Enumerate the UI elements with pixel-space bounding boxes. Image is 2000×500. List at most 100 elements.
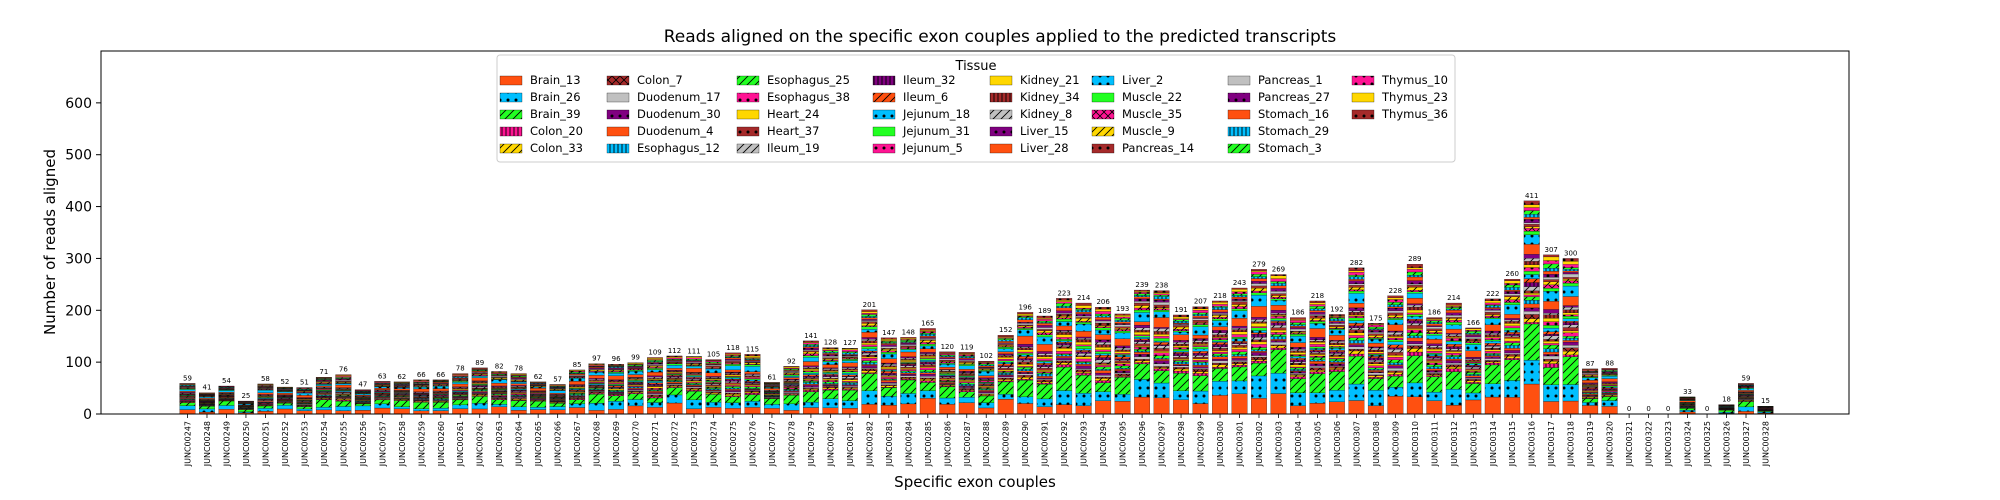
bar-segment: [199, 396, 215, 399]
bar-segment: [1543, 281, 1560, 285]
bar-segment: [1075, 323, 1092, 332]
bar-segment: [1484, 347, 1501, 350]
total-label: 206: [1096, 298, 1110, 306]
bar-segment: [588, 375, 605, 379]
bar-segment: [939, 353, 956, 355]
bar-segment: [880, 366, 897, 370]
bar-segment: [1406, 337, 1423, 342]
bar-stack: [880, 337, 897, 415]
legend-item: Kidney_8: [989, 107, 1072, 121]
bar-segment: [1153, 301, 1170, 306]
bar-segment: [861, 367, 878, 369]
x-tick-label: JUNC00257: [378, 421, 387, 467]
bar-segment: [1270, 275, 1287, 279]
bar-segment: [1134, 289, 1151, 292]
bar-segment: [1231, 363, 1248, 366]
bar-stack: [569, 369, 586, 415]
bar-segment: [510, 381, 527, 384]
bar-stack: [1231, 287, 1248, 415]
bar-segment: [1212, 304, 1228, 307]
bar-segment: [1114, 373, 1131, 376]
bar-segment: [1192, 312, 1209, 315]
bar-segment: [1757, 411, 1774, 414]
bar-segment: [1504, 296, 1521, 300]
bar-segment: [1251, 349, 1267, 352]
bar-segment: [1582, 396, 1599, 398]
bar-stack: [276, 386, 293, 415]
bar-segment: [880, 350, 897, 353]
bar-segment: [1036, 373, 1053, 377]
bar-segment: [1309, 353, 1326, 355]
bar-segment: [1543, 314, 1560, 319]
bar-segment: [725, 390, 741, 392]
bar-segment: [1251, 362, 1267, 377]
bar-stack: [1075, 302, 1092, 415]
bar-segment: [569, 370, 586, 373]
bar-segment: [1406, 319, 1423, 321]
bar-segment: [1075, 371, 1092, 374]
bar-stack: [1601, 368, 1618, 415]
bar-segment: [939, 384, 956, 387]
bar-segment: [1114, 323, 1131, 325]
bar-segment: [588, 378, 605, 380]
bar-stack: [179, 383, 196, 415]
bar-segment: [822, 383, 839, 385]
bar-segment: [744, 371, 761, 374]
bar-segment: [1114, 377, 1131, 395]
bar-segment: [822, 398, 839, 408]
bars-layer: [179, 200, 1774, 415]
bar-segment: [1465, 365, 1482, 368]
bar-segment: [1192, 308, 1209, 311]
bar-segment: [1328, 351, 1345, 354]
bar-segment: [1484, 364, 1501, 384]
bar-segment: [1212, 351, 1228, 354]
bar-segment: [1504, 332, 1521, 335]
bar-segment: [841, 390, 858, 401]
bar-segment: [900, 359, 917, 361]
legend-label: Duodenum_17: [637, 90, 721, 104]
bar-segment: [452, 389, 469, 391]
bar-segment: [1251, 360, 1267, 364]
bar-segment: [705, 364, 722, 366]
bar-segment: [569, 371, 586, 374]
bar-segment: [919, 398, 936, 415]
bar-segment: [1484, 355, 1501, 357]
bar-segment: [1251, 290, 1267, 293]
bar-segment: [802, 347, 819, 351]
bar-segment: [861, 325, 878, 327]
bar-segment: [1075, 362, 1092, 365]
bar-stack: [1582, 368, 1599, 415]
bar-segment: [900, 365, 917, 368]
total-label: 78: [514, 365, 523, 373]
bar-segment: [276, 408, 293, 415]
bar-segment: [978, 365, 995, 368]
bar-segment: [802, 383, 819, 386]
bar-segment: [549, 403, 566, 407]
bar-segment: [1426, 370, 1443, 373]
bar-segment: [1523, 254, 1540, 259]
bar-segment: [491, 377, 508, 379]
bar-segment: [1095, 307, 1112, 310]
bar-segment: [1290, 325, 1306, 328]
bar-stack: [1484, 298, 1501, 415]
bar-segment: [744, 374, 761, 376]
x-tick-label: JUNC00275: [729, 421, 738, 467]
legend-swatch: [499, 75, 523, 86]
bar-stack: [1367, 323, 1384, 415]
bar-segment: [686, 377, 702, 379]
bar-segment: [1114, 367, 1131, 370]
bar-segment: [1192, 358, 1209, 361]
bar-segment: [744, 381, 761, 384]
bar-segment: [1231, 349, 1248, 352]
bar-segment: [783, 395, 800, 404]
bar-segment: [1173, 347, 1189, 350]
bar-segment: [1251, 294, 1267, 307]
bar-segment: [588, 367, 605, 369]
total-label: 89: [475, 359, 484, 367]
bar-segment: [1465, 335, 1482, 338]
bar-segment: [1348, 346, 1365, 350]
legend-label: Kidney_34: [1020, 90, 1080, 104]
bar-segment: [1445, 355, 1462, 357]
bar-segment: [764, 408, 780, 415]
x-tick-label: JUNC00308: [1372, 421, 1381, 467]
